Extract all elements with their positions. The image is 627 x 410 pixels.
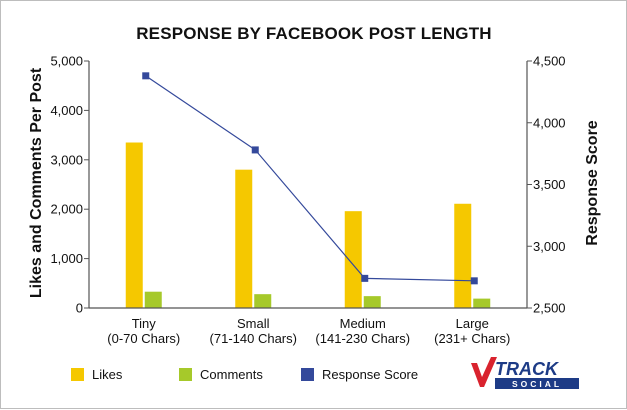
axes-group: [88, 61, 528, 309]
category-label: (71-140 Chars): [210, 331, 297, 346]
response-score-point: [470, 277, 478, 285]
comments-legend-swatch: [179, 368, 192, 381]
category-label: Large: [456, 316, 489, 331]
right-axis-label: Response Score: [584, 120, 601, 245]
likes-legend-swatch: [71, 368, 84, 381]
comments-bar: [254, 294, 272, 308]
right-tick-label: 3,000: [533, 239, 566, 254]
response-score-legend-label: Response Score: [322, 367, 418, 382]
likes-legend-label: Likes: [92, 367, 123, 382]
track-social-logo: TRACK SOCIAL: [471, 357, 579, 389]
comments-bar: [473, 298, 491, 308]
logo-checkmark-icon: [471, 357, 497, 387]
legend: Likes Comments Response Score: [71, 367, 418, 382]
right-tick-label: 2,500: [533, 301, 566, 316]
left-tick-label: 1,000: [50, 251, 83, 266]
likes-bar: [344, 211, 362, 308]
response-score-point: [361, 274, 369, 282]
comments-legend-label: Comments: [200, 367, 263, 382]
left-tick-label: 0: [76, 301, 83, 316]
comments-bar: [144, 291, 162, 308]
response-score-line-group: [142, 72, 478, 285]
comments-bar: [363, 296, 381, 308]
response-score-legend-swatch: [301, 368, 314, 381]
left-tick-label: 2,000: [50, 202, 83, 217]
logo-sub-bar: [495, 378, 579, 389]
left-axis-ticks: 0 1,000 2,000 3,000 4,000 5,000: [50, 54, 89, 316]
category-label: Small: [237, 316, 270, 331]
right-tick-label: 4,000: [533, 115, 566, 130]
chart-title: RESPONSE BY FACEBOOK POST LENGTH: [136, 24, 492, 43]
right-tick-label: 4,500: [533, 54, 566, 69]
right-axis-ticks: 2,500 3,000 3,500 4,000 4,500: [527, 54, 566, 316]
likes-bar: [454, 203, 472, 308]
response-score-line: [145, 75, 475, 282]
likes-bar: [125, 142, 143, 308]
response-score-point: [142, 72, 150, 80]
left-tick-label: 4,000: [50, 103, 83, 118]
left-axis-label: Likes and Comments Per Post: [28, 67, 45, 298]
response-score-point: [251, 146, 259, 154]
category-label: Tiny: [132, 316, 157, 331]
left-tick-label: 3,000: [50, 152, 83, 167]
left-tick-label: 5,000: [50, 54, 83, 69]
logo-sub-text: SOCIAL: [512, 379, 562, 389]
category-label: (141-230 Chars): [315, 331, 410, 346]
category-labels: Tiny(0-70 Chars) Small(71-140 Chars) Mediu…: [107, 316, 510, 346]
right-tick-label: 3,500: [533, 177, 566, 192]
bars-group: [125, 142, 491, 308]
category-label: (0-70 Chars): [107, 331, 180, 346]
category-label: (231+ Chars): [434, 331, 510, 346]
category-label: Medium: [340, 316, 386, 331]
logo-main-text: TRACK: [495, 359, 560, 379]
likes-bar: [235, 169, 253, 308]
